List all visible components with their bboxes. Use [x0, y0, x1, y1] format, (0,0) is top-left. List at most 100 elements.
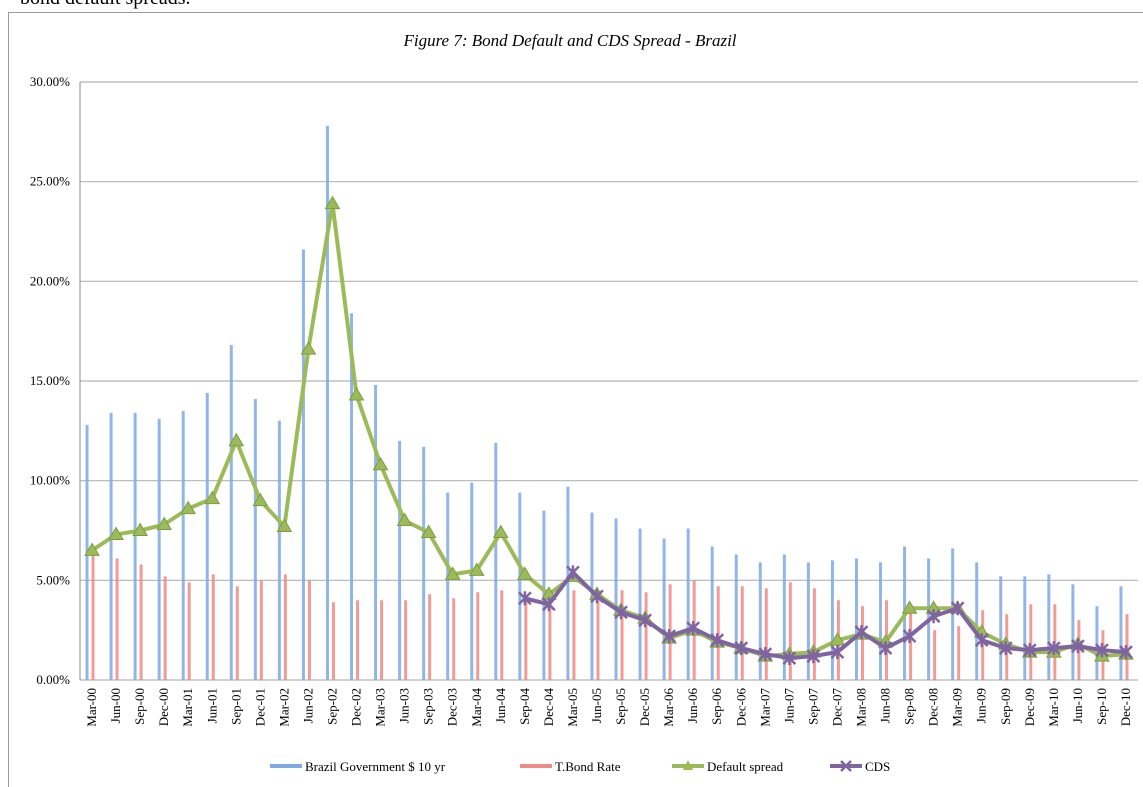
point-marker: [396, 512, 413, 527]
bar: [710, 546, 714, 680]
y-tick-label: 0.00%: [36, 672, 70, 687]
x-tick-label: Jun-06: [685, 688, 700, 724]
point-marker: [686, 621, 701, 636]
bar: [211, 574, 215, 680]
bar: [686, 528, 690, 680]
bar: [187, 582, 191, 680]
y-tick-label: 10.00%: [30, 473, 70, 488]
x-tick-label: Jun-03: [397, 688, 412, 723]
x-tick-label: Mar-03: [373, 688, 388, 727]
point-marker: [84, 542, 100, 556]
bar: [181, 410, 185, 680]
chart-frame: [8, 12, 1143, 787]
bar: [428, 594, 432, 680]
point-marker: [950, 601, 965, 616]
bar: [1047, 574, 1051, 680]
legend-label: Default spread: [707, 759, 784, 774]
x-tick-label: Mar-08: [853, 688, 868, 727]
x-tick-label: Mar-06: [661, 688, 676, 727]
bar: [452, 598, 456, 680]
x-tick-label: Dec-04: [541, 688, 556, 727]
bar: [1029, 604, 1033, 680]
bar: [398, 440, 402, 680]
bar: [860, 606, 864, 680]
bar: [307, 580, 311, 680]
point-marker: [878, 641, 893, 656]
bar: [476, 592, 480, 680]
point-marker: [998, 641, 1013, 656]
point-marker: [614, 605, 628, 620]
point-marker: [1046, 641, 1061, 656]
x-tick-label: Dec-03: [445, 688, 460, 726]
bar: [109, 412, 113, 680]
point-marker: [156, 516, 173, 531]
point-marker: [252, 492, 269, 507]
point-marker: [180, 500, 197, 515]
line: [90, 201, 1127, 659]
x-tick-label: Jun-05: [589, 688, 604, 723]
bar: [91, 554, 95, 680]
point-marker: [204, 490, 221, 505]
bar: [644, 592, 648, 680]
x-tick-label: Jun-01: [204, 688, 219, 723]
bar: [277, 420, 281, 680]
point-marker: [468, 562, 485, 576]
bar: [259, 580, 263, 680]
legend-label: Brazil Government $ 10 yr: [305, 759, 446, 774]
bar: [1095, 606, 1099, 680]
x-tick-label: Mar-02: [276, 688, 291, 727]
bar: [782, 554, 786, 680]
bar: [235, 586, 239, 680]
bar: [1071, 584, 1075, 680]
bar: [758, 562, 762, 680]
bar: [283, 574, 287, 680]
x-tick-label: Sep-00: [132, 688, 147, 725]
x-tick-label: Dec-09: [1022, 688, 1037, 726]
bar: [301, 249, 305, 680]
point-marker: [830, 645, 845, 660]
x-tick-label: Jun-04: [493, 688, 508, 724]
bar: [879, 562, 883, 680]
point-marker: [758, 647, 773, 662]
point-marker: [324, 195, 341, 210]
bar: [788, 582, 792, 680]
point-marker: [372, 456, 389, 471]
bar: [331, 602, 335, 680]
legend-label: CDS: [865, 759, 890, 774]
point-marker: [276, 518, 293, 533]
x-tick-label: Sep-07: [805, 688, 820, 725]
x-tick-label: Mar-04: [469, 688, 484, 727]
bar: [975, 562, 979, 680]
x-tick-label: Dec-06: [733, 688, 748, 727]
point-marker: [734, 641, 749, 656]
bar: [374, 384, 378, 680]
point-marker: [590, 589, 604, 604]
point-marker: [517, 591, 532, 606]
point-marker: [348, 386, 365, 401]
x-tick-label: Sep-04: [517, 688, 532, 725]
bar: [548, 596, 552, 680]
bar: [470, 482, 474, 680]
bar: [1023, 576, 1027, 680]
point-marker: [1095, 643, 1109, 658]
x-tick-label: Sep-05: [613, 688, 628, 725]
point-marker: [974, 633, 989, 648]
bar: [133, 412, 137, 680]
y-tick-label: 5.00%: [36, 572, 70, 587]
x-tick-label: Dec-07: [829, 688, 844, 727]
point-marker: [542, 597, 556, 612]
legend-swatch: [520, 764, 552, 768]
x-tick-label: Dec-05: [637, 688, 652, 726]
x-tick-label: Jun-00: [108, 688, 123, 723]
point-marker: [444, 566, 461, 580]
x-tick-label: Sep-03: [421, 688, 436, 725]
x-tick-label: Jun-08: [878, 688, 893, 723]
x-tick-label: Mar-01: [180, 688, 195, 727]
point-marker: [228, 432, 245, 447]
point-marker: [782, 651, 797, 666]
bar: [325, 125, 329, 680]
bar: [662, 538, 666, 680]
bar: [422, 446, 426, 680]
chart-title: Figure 7: Bond Default and CDS Spread - …: [402, 31, 736, 50]
